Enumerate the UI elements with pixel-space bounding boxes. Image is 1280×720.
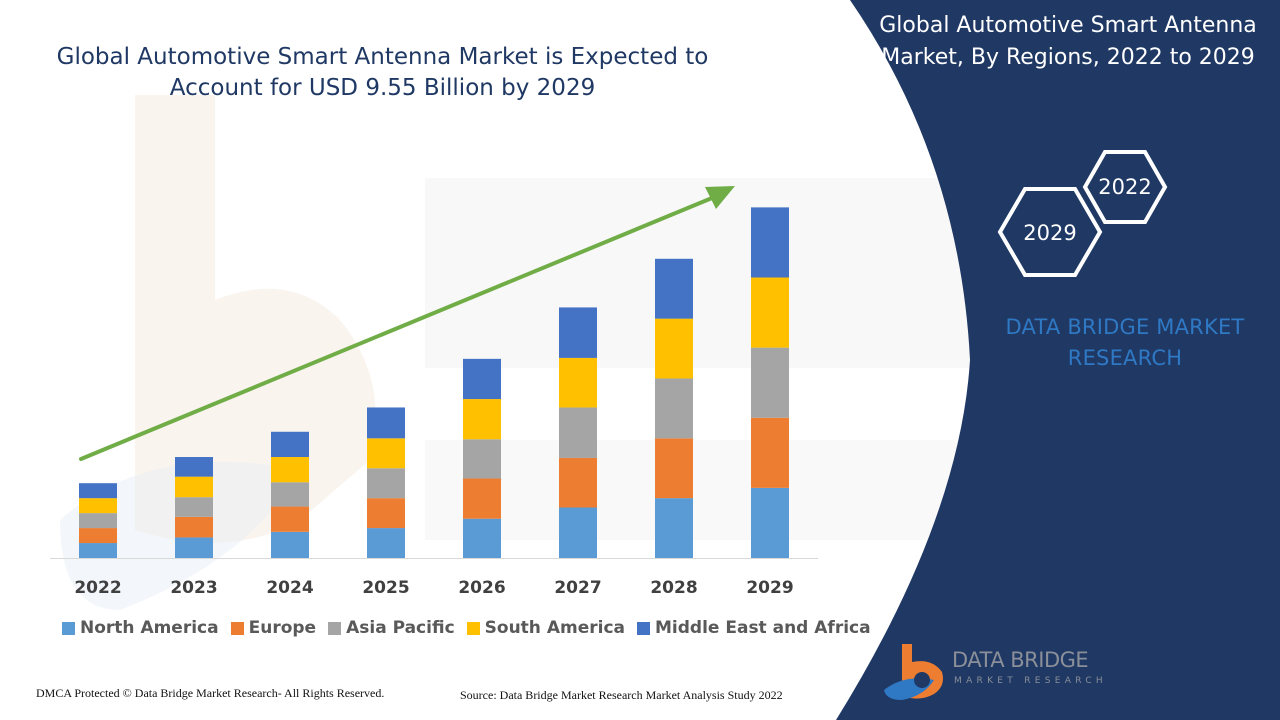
side-panel-background (836, 0, 1280, 720)
x-tick-label: 2027 (554, 578, 601, 598)
brand-text-line-1: DATA BRIDGE MARKET (1005, 315, 1245, 339)
x-tick-label: 2028 (650, 578, 697, 598)
legend-item: North America (62, 618, 219, 638)
x-tick-label: 2025 (362, 578, 409, 598)
legend-item: Europe (230, 618, 317, 638)
bar-2028-north-america (655, 498, 693, 558)
side-panel-title: Global Automotive Smart Antenna Market, … (872, 10, 1264, 74)
bar-2023-asia-pacific (175, 497, 213, 517)
hexagon-2022 (1082, 150, 1168, 224)
legend-swatch (62, 621, 75, 635)
legend-item: South America (466, 618, 625, 638)
bar-2028-middle-east-and-africa (655, 258, 693, 319)
bar-2025-asia-pacific (367, 468, 405, 499)
x-tick-label: 2026 (458, 578, 505, 598)
bar-2022-asia-pacific (79, 513, 117, 529)
bar-2028-south-america (655, 318, 693, 379)
bar-2029-europe (751, 417, 789, 488)
side-panel-title-line-1: Global Automotive Smart Antenna (879, 13, 1257, 38)
trend-arrow-head (705, 186, 735, 209)
legend-label: Europe (248, 618, 317, 638)
bar-2022-south-america (79, 498, 117, 514)
bar-2023-europe (175, 516, 213, 538)
legend-label: Middle East and Africa (655, 618, 871, 638)
hexagon-label-2022: 2022 (1098, 175, 1151, 199)
bar-2025-middle-east-and-africa (367, 407, 405, 439)
bar-2024-europe (271, 506, 309, 532)
legend-item: Asia Pacific (328, 618, 455, 638)
x-tick-label: 2029 (746, 578, 793, 598)
legend-swatch (328, 621, 342, 635)
legend-swatch (230, 621, 244, 635)
legend-item: Middle East and Africa (637, 618, 871, 638)
bar-2029-asia-pacific (751, 347, 789, 418)
legend-label: Asia Pacific (346, 618, 455, 638)
logo-name: DATA BRIDGE (952, 648, 1089, 672)
bar-2026-europe (463, 478, 501, 519)
bar-2026-south-america (463, 399, 501, 440)
hexagon-2029 (997, 187, 1103, 277)
bar-2023-south-america (175, 476, 213, 498)
logo-subtitle: MARKET RESEARCH (954, 676, 1107, 686)
trend-arrow-line (79, 196, 714, 461)
x-tick-label: 2024 (266, 578, 313, 598)
bar-2025-south-america (367, 438, 405, 469)
bar-2027-north-america (559, 507, 597, 558)
bar-2026-middle-east-and-africa (463, 358, 501, 400)
bar-2022-middle-east-and-africa (79, 483, 117, 499)
bar-2022-europe (79, 528, 117, 544)
legend-swatch (637, 621, 650, 635)
bar-2026-north-america (463, 518, 501, 558)
legend-swatch (466, 621, 480, 635)
bar-2024-asia-pacific (271, 482, 309, 507)
logo-b-counter (914, 672, 930, 688)
bar-2027-south-america (559, 357, 597, 408)
bar-2028-asia-pacific (655, 378, 693, 439)
side-panel-title-line-2: Market, By Regions, 2022 to 2029 (881, 45, 1255, 70)
copyright-notice: DMCA Protected © Data Bridge Market Rese… (36, 686, 385, 700)
bar-2028-europe (655, 438, 693, 499)
bar-2025-europe (367, 498, 405, 529)
bar-2027-asia-pacific (559, 407, 597, 458)
bar-2025-north-america (367, 528, 405, 558)
bar-2029-middle-east-and-africa (751, 207, 789, 278)
brand-text-line-2: RESEARCH (1067, 346, 1183, 370)
bar-2027-europe (559, 457, 597, 508)
bar-2026-asia-pacific (463, 439, 501, 479)
bar-2022-north-america (79, 543, 117, 558)
bar-2027-middle-east-and-africa (559, 307, 597, 358)
chart-legend: North America Europe Asia Pacific South Ame… (62, 616, 871, 640)
chart-title: Global Automotive Smart Antenna Market i… (40, 42, 725, 104)
data-bridge-logo-icon (884, 644, 943, 700)
legend-label: North America (80, 618, 219, 638)
x-tick-label: 2022 (74, 578, 121, 598)
bar-2029-north-america (751, 487, 789, 558)
bar-2024-north-america (271, 531, 309, 558)
bar-2023-middle-east-and-africa (175, 457, 213, 477)
bar-2024-south-america (271, 457, 309, 483)
bar-2023-north-america (175, 537, 213, 558)
source-note: Source: Data Bridge Market Research Mark… (460, 688, 783, 702)
stacked-bar-chart: 2022 2023 2024 2025 2026 2027 2028 2029 (50, 186, 818, 598)
chart-title-line-2: Account for USD 9.55 Billion by 2029 (169, 75, 596, 101)
legend-label: South America (484, 618, 625, 638)
bar-2029-south-america (751, 277, 789, 348)
hexagon-label-2029: 2029 (1023, 221, 1076, 245)
brand-text: DATA BRIDGE MARKET RESEARCH (980, 312, 1270, 374)
x-tick-label: 2023 (170, 578, 217, 598)
bar-2024-middle-east-and-africa (271, 431, 309, 458)
chart-title-line-1: Global Automotive Smart Antenna Market i… (56, 44, 709, 70)
